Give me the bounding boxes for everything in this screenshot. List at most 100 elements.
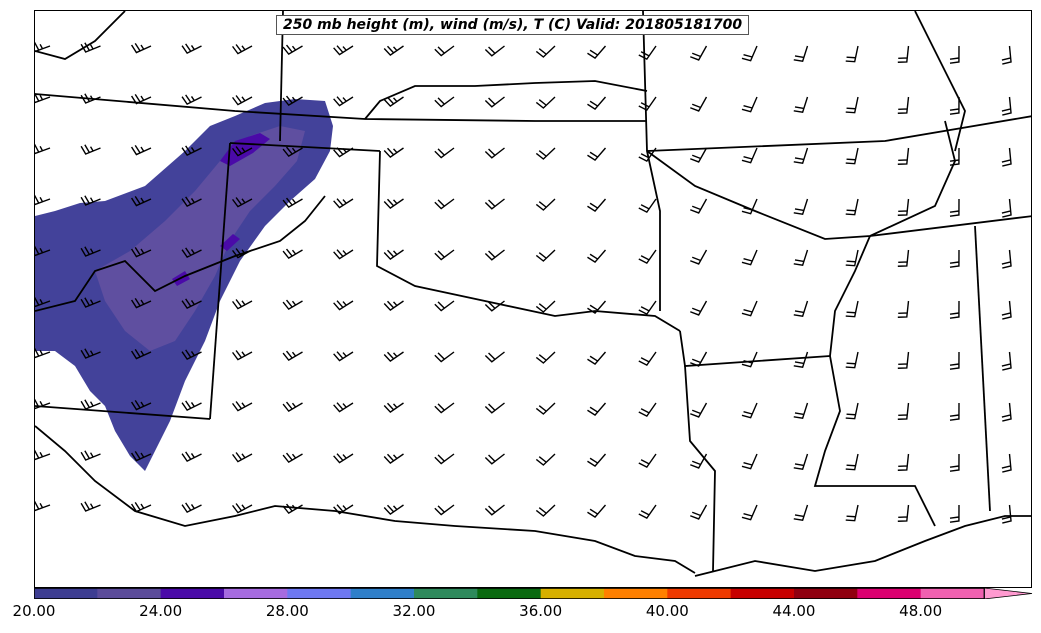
wind-barb <box>690 351 708 367</box>
wind-barb <box>181 94 202 105</box>
wind-barb <box>80 501 101 512</box>
wind-barb <box>638 504 657 520</box>
wind-barb <box>741 504 758 521</box>
wind-barb <box>1001 504 1012 524</box>
wind-barb <box>80 93 101 104</box>
boundary-north-2 <box>646 115 1031 152</box>
wind-barb <box>741 96 758 113</box>
wind-barb <box>434 249 455 261</box>
wind-barb <box>897 96 910 114</box>
colorbar-segment <box>604 588 668 599</box>
wind-barb <box>282 299 303 311</box>
wind-barb <box>949 147 960 166</box>
wind-barb <box>434 96 455 108</box>
wind-barb <box>282 44 303 56</box>
wind-barb <box>1001 147 1012 167</box>
wind-barb <box>897 198 910 216</box>
boundary-mississippi-river <box>813 235 936 527</box>
wind-barb <box>845 453 859 471</box>
wind-barb <box>897 402 910 420</box>
wind-barb <box>484 402 505 414</box>
wind-barb <box>949 453 960 472</box>
wind-barb <box>793 45 809 63</box>
wind-barb <box>535 249 556 262</box>
wind-barb <box>282 146 303 158</box>
wind-speed-shading <box>35 99 333 471</box>
wind-barb <box>35 143 51 155</box>
boundary-panhandle <box>376 150 681 332</box>
wind-barb <box>232 248 253 259</box>
wind-barb <box>793 198 809 216</box>
wind-barb <box>232 299 253 310</box>
wind-barb <box>690 402 708 418</box>
wind-barb <box>383 45 404 57</box>
wind-barb <box>690 249 708 265</box>
wind-barb <box>484 300 505 312</box>
wind-barb <box>949 300 960 319</box>
wind-barb <box>232 350 253 361</box>
coast-gulf <box>35 425 696 574</box>
wind-barb <box>587 198 607 213</box>
wind-barb <box>232 146 253 157</box>
wind-barb <box>949 45 960 64</box>
wind-barb <box>383 249 404 261</box>
wind-barb <box>130 399 152 411</box>
wind-barb <box>845 249 859 267</box>
wind-barb <box>535 147 556 160</box>
boundary-mn-river <box>914 11 966 152</box>
wind-barb <box>80 348 101 359</box>
wind-barb <box>80 399 101 410</box>
wind-barb <box>80 450 101 461</box>
wind-barb <box>845 96 859 114</box>
wind-barb <box>793 300 809 318</box>
wind-barb <box>282 248 303 260</box>
wind-barb <box>1001 198 1012 218</box>
wind-barb <box>434 300 455 312</box>
wind-barb <box>484 45 505 57</box>
wind-barb <box>690 453 708 469</box>
shading-22-24 <box>95 126 305 351</box>
colorbar-segment <box>794 588 858 599</box>
shading-24-26-b <box>220 234 240 251</box>
wind-barb <box>535 300 556 313</box>
wind-barb <box>383 351 404 363</box>
colorbar-tick-label: 32.00 <box>392 602 436 620</box>
wind-barb <box>181 247 202 258</box>
boundary-louisiana <box>684 365 716 572</box>
wind-barb <box>333 504 354 515</box>
colorbar-segment <box>97 588 162 599</box>
wind-barb <box>845 402 859 420</box>
colorbar-tick-label: 28.00 <box>265 602 309 620</box>
wind-barb <box>741 351 758 368</box>
wind-barb <box>130 195 152 207</box>
colorbar-tick-label: 24.00 <box>139 602 183 620</box>
wind-barb <box>35 347 51 359</box>
wind-barb <box>741 45 758 62</box>
wind-barb <box>383 402 404 414</box>
wind-barb <box>897 300 910 318</box>
wind-barb <box>587 351 607 366</box>
wind-barb <box>333 300 354 311</box>
wind-barb <box>434 402 455 414</box>
colorbar-segment <box>667 588 732 599</box>
colorbar-tick-label: 48.00 <box>899 602 943 620</box>
coast-gulf-east <box>694 515 1031 577</box>
wind-barb <box>181 145 202 156</box>
wind-barb <box>949 198 960 217</box>
wind-barb <box>383 147 404 159</box>
wind-barb <box>333 147 354 158</box>
wind-barb <box>638 45 657 61</box>
wind-barb <box>181 43 202 54</box>
colorbar-border <box>34 588 985 599</box>
wind-barb <box>638 351 657 367</box>
wind-barb <box>949 351 960 370</box>
wind-barb <box>434 198 455 210</box>
wind-barb <box>535 402 556 415</box>
wind-barb <box>333 198 354 209</box>
wind-barb <box>232 452 253 463</box>
wind-barb <box>897 147 910 165</box>
wind-barb <box>130 450 152 462</box>
wind-barb <box>232 401 253 412</box>
wind-barb <box>333 96 354 107</box>
colorbar-segment <box>34 588 98 599</box>
